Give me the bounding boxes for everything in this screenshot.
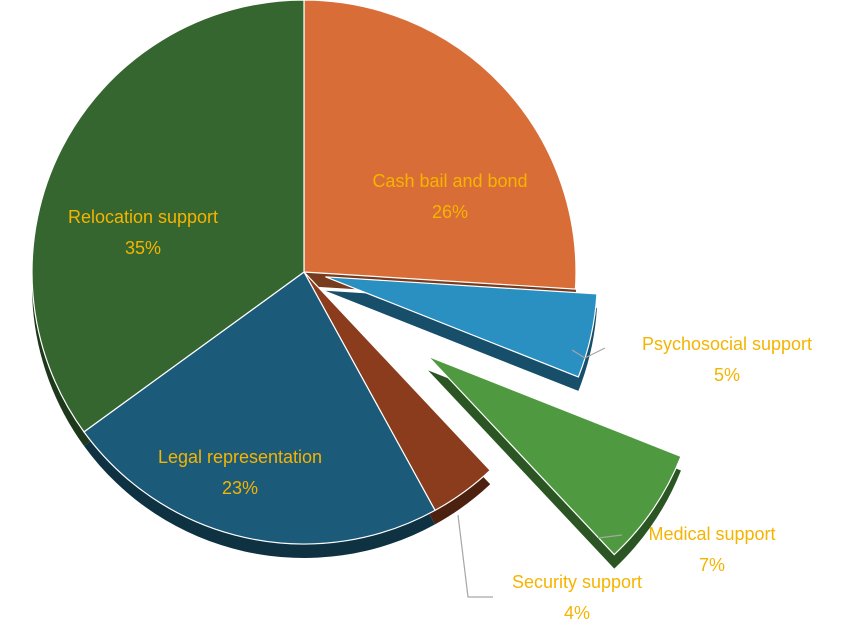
- pie-slice-relocation-support: [31, 0, 305, 433]
- slice-label-legal-representation: Legal representation 23%: [158, 447, 322, 498]
- slice-name-relocation-support: Relocation support: [68, 207, 218, 227]
- slice-name-legal-representation: Legal representation: [158, 447, 322, 467]
- pie-slice-layer: [31, 0, 682, 556]
- slice-name-medical-support: Medical support: [648, 524, 775, 544]
- slice-percent-relocation-support: 35%: [125, 238, 161, 258]
- pie-slice-medical-support: [427, 355, 682, 556]
- slice-label-cash-bail-and-bond: Cash bail and bond 26%: [372, 171, 527, 222]
- leader-line-security-support: [457, 514, 493, 598]
- slice-label-medical-support: Medical support 7%: [648, 524, 775, 575]
- leader-line-layer: [457, 347, 623, 598]
- slice-label-security-support: Security support 4%: [512, 572, 642, 623]
- leader-line-medical-support: [597, 534, 623, 539]
- slice-percent-security-support: 4%: [564, 603, 590, 623]
- pie-slice-psychosocial-support: [325, 276, 598, 378]
- slice-percent-psychosocial-support: 5%: [714, 365, 740, 385]
- slice-label-psychosocial-support: Psychosocial support 5%: [642, 334, 812, 385]
- slice-percent-cash-bail-and-bond: 26%: [432, 202, 468, 222]
- slice-name-cash-bail-and-bond: Cash bail and bond: [372, 171, 527, 191]
- slice-name-psychosocial-support: Psychosocial support: [642, 334, 812, 354]
- slice-label-relocation-support: Relocation support 35%: [68, 207, 218, 258]
- leader-line-psychosocial-support: [571, 347, 606, 359]
- slice-percent-legal-representation: 23%: [222, 478, 258, 498]
- slice-percent-medical-support: 7%: [699, 555, 725, 575]
- slice-name-security-support: Security support: [512, 572, 642, 592]
- pie-slice-cash-bail-and-bond: [303, 0, 577, 290]
- pie-slice-legal-representation: [83, 271, 436, 545]
- slice-label-layer: Cash bail and bond 26% Psychosocial suppor…: [68, 171, 812, 623]
